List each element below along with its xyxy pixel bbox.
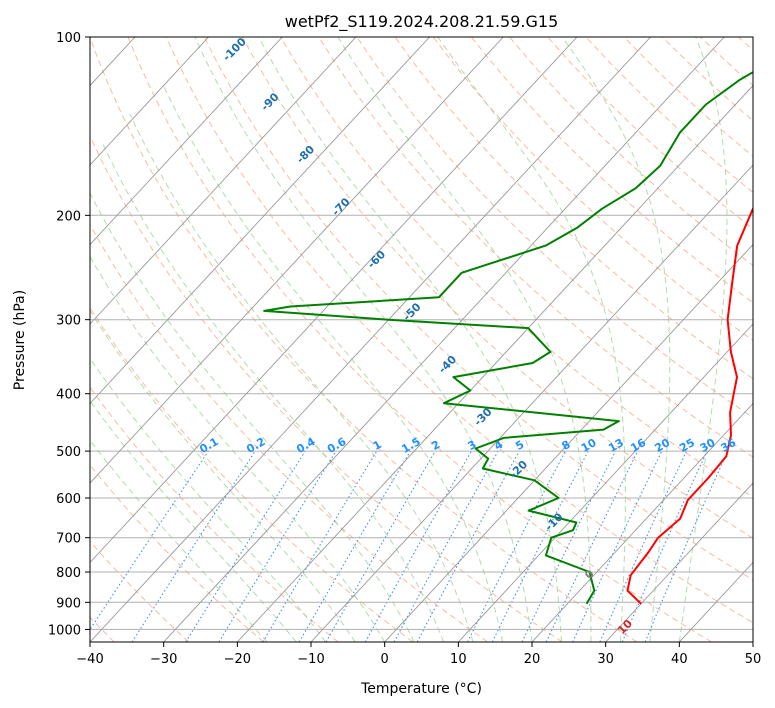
mixing-ratio-line bbox=[393, 450, 499, 642]
chart-title: wetPf2_S119.2024.208.21.59.G15 bbox=[285, 12, 559, 32]
isotherm-line bbox=[90, 37, 209, 166]
mixing-ratio-line bbox=[521, 450, 616, 642]
dry-adiabat-line bbox=[90, 223, 488, 642]
isotherm-line bbox=[605, 482, 753, 642]
dry-adiabat-line bbox=[432, 37, 753, 342]
moist-adiabat-line bbox=[90, 357, 327, 642]
x-tick-label: −10 bbox=[297, 652, 324, 667]
x-tick-label: −30 bbox=[150, 652, 177, 667]
dry-adiabat-line bbox=[241, 37, 753, 539]
y-tick-label: 100 bbox=[56, 31, 81, 46]
mixing-ratio-line bbox=[416, 450, 520, 642]
moist-adiabat-line bbox=[90, 192, 415, 642]
moist-adiabat-line bbox=[258, 37, 562, 642]
dry-adiabat-line bbox=[394, 37, 753, 380]
moist-adiabat-line bbox=[561, 37, 671, 642]
x-tick-label: 40 bbox=[671, 652, 688, 667]
dry-adiabat-line bbox=[203, 37, 753, 581]
mixing-ratio-line bbox=[491, 450, 589, 642]
series-lines bbox=[263, 70, 753, 605]
mixing-ratio-line bbox=[364, 450, 472, 642]
x-tick-label: 10 bbox=[450, 652, 467, 667]
dry-adiabat-line bbox=[471, 37, 753, 304]
dry-adiabat-line bbox=[90, 37, 638, 642]
mixing-ratio-line bbox=[218, 450, 337, 642]
x-tick-label: −20 bbox=[224, 652, 251, 667]
isotherm-line bbox=[90, 37, 504, 484]
isotherm-line bbox=[384, 243, 753, 642]
y-tick-label: 800 bbox=[56, 566, 81, 581]
isotherm-line bbox=[90, 37, 430, 405]
x-tick-label: 50 bbox=[745, 652, 762, 667]
dry-adiabat-line bbox=[127, 37, 712, 642]
isotherm-line bbox=[90, 37, 578, 564]
x-tick-label: −40 bbox=[76, 652, 103, 667]
y-tick-label: 200 bbox=[56, 209, 81, 224]
y-tick-label: 400 bbox=[56, 388, 81, 403]
isotherm-line bbox=[0, 37, 61, 642]
isotherm-line bbox=[457, 323, 753, 642]
plot-frame bbox=[89, 36, 754, 643]
y-tick-label: 900 bbox=[56, 596, 81, 611]
axes: −40 −30 −20 −10 0 10 20 30 40 50 100 200 300 400 500 60… bbox=[48, 31, 761, 667]
x-tick-label: 30 bbox=[597, 652, 614, 667]
mixing-ratio-line bbox=[599, 450, 687, 642]
moist-adiabat-line bbox=[678, 37, 728, 642]
x-tick-label: 20 bbox=[524, 652, 541, 667]
y-tick-label: 500 bbox=[56, 445, 81, 460]
isotherm-line bbox=[90, 37, 283, 246]
dry-adiabat-line bbox=[90, 464, 264, 642]
y-tick-label: 600 bbox=[56, 492, 81, 507]
moist-adiabat-line bbox=[90, 309, 356, 642]
isotherm-line bbox=[163, 37, 725, 642]
mixing-ratio-line bbox=[131, 450, 256, 642]
isotherm-line bbox=[90, 37, 357, 325]
y-axis-title: Pressure (hPa) bbox=[12, 290, 28, 390]
dry-adiabat-line bbox=[90, 134, 563, 642]
isotherm-line bbox=[531, 402, 753, 642]
isotherm-line bbox=[236, 84, 753, 642]
y-tick-label: 1000 bbox=[48, 623, 81, 638]
isotherm-line bbox=[752, 641, 753, 642]
moist-adiabat-line bbox=[437, 37, 626, 642]
dry-adiabat-line bbox=[280, 37, 753, 498]
x-tick-label: 0 bbox=[381, 652, 389, 667]
mixing-ratio-line bbox=[90, 450, 209, 631]
plot-background bbox=[90, 37, 753, 642]
isotherm-line bbox=[310, 164, 753, 642]
y-tick-label: 700 bbox=[56, 532, 81, 547]
moist-adiabat-line bbox=[162, 83, 503, 642]
y-tick-label: 300 bbox=[56, 314, 81, 329]
mixing-ratio-line bbox=[621, 450, 708, 642]
dry-adiabat-line bbox=[356, 37, 753, 419]
x-axis-title: Temperature (°C) bbox=[360, 681, 482, 697]
dry-adiabat-line bbox=[165, 37, 753, 624]
isotherm-line bbox=[90, 37, 651, 642]
moist-adiabat-line bbox=[90, 255, 386, 642]
temperature-profile-line bbox=[626, 206, 753, 605]
isotherm-lines bbox=[0, 37, 753, 642]
moist-adiabat-line bbox=[194, 37, 533, 642]
dry-adiabat-line bbox=[90, 540, 190, 642]
moist-adiabat-line bbox=[337, 37, 592, 642]
dewpoint-profile-line bbox=[263, 70, 753, 605]
